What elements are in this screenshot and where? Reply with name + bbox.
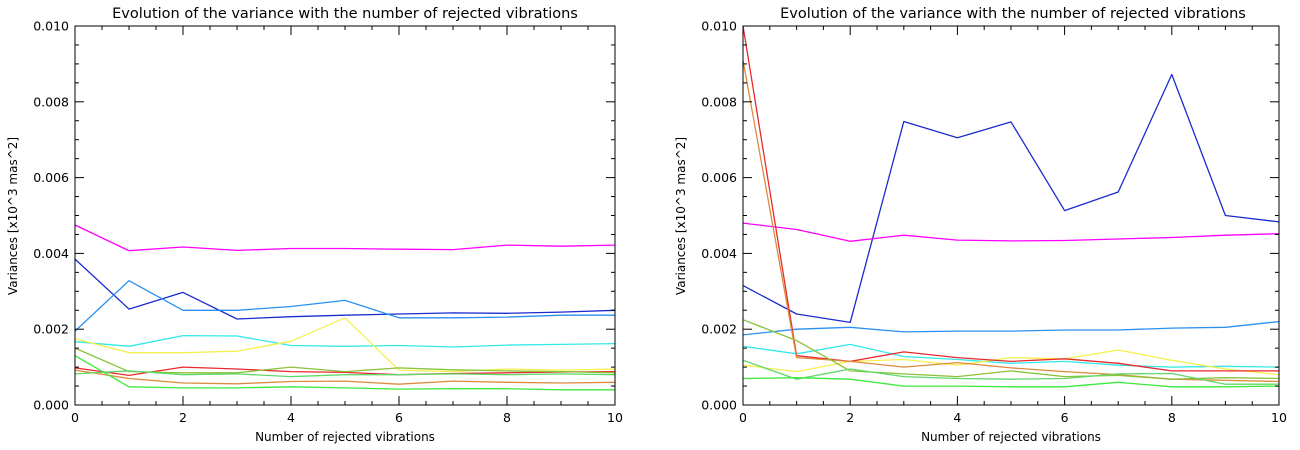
right-chart-series-line-5 [742, 349, 1280, 376]
right-chart-series-line-8 [742, 319, 1280, 380]
left-chart-y-axis: 0.000 0.002 0.004 0.006 0.008 0.010 [33, 19, 615, 413]
right-chart-x-axis-label: Number of rejected vibrations [921, 430, 1101, 444]
right-chart-series-line-2 [742, 222, 1280, 242]
left-chart-x-tick-label: 2 [179, 410, 187, 425]
left-chart-plot-frame [74, 25, 616, 406]
left-chart-series-line-5 [74, 317, 616, 373]
left-chart-y-tick-label: 0.010 [33, 19, 69, 34]
left-chart-y-tick-label: 0.000 [33, 398, 69, 413]
left-chart-y-tick-label: 0.004 [33, 246, 69, 261]
right-chart-y-tick-label: 0.008 [701, 94, 737, 109]
right-chart-x-tick-label: 2 [846, 410, 854, 425]
right-chart-x-tick-label: 0 [739, 410, 747, 425]
right-chart-series-line-1 [742, 73, 1280, 324]
right-chart-y-axis: 0.000 0.002 0.004 0.006 0.008 0.010 [701, 19, 1279, 413]
left-chart-series-line-9 [74, 370, 616, 378]
left-chart-y-tick-label: 0.006 [33, 170, 69, 185]
right-chart-y-tick-label: 0.004 [701, 246, 737, 261]
left-chart-y-tick-label: 0.002 [33, 322, 69, 337]
right-chart-y-tick-label: 0.002 [701, 322, 737, 337]
left-chart-series-line-1 [74, 224, 616, 252]
right-chart-title: Evolution of the variance with the numbe… [780, 6, 1246, 22]
left-chart-panel: Evolution of the variance with the numbe… [6, 6, 623, 444]
left-chart-series-line-4 [74, 334, 616, 348]
right-chart-y-tick-label: 0.010 [701, 19, 737, 34]
left-chart-x-tick-label: 0 [71, 410, 79, 425]
right-chart-series-line-4 [742, 343, 1280, 368]
left-chart-x-tick-label: 10 [607, 410, 623, 425]
right-chart-y-tick-label: 0.006 [701, 170, 737, 185]
left-chart-series-line-2 [74, 258, 616, 320]
left-chart-series-line-8 [74, 347, 616, 374]
left-chart-x-tick-label: 4 [287, 410, 295, 425]
right-chart-x-tick-label: 8 [1168, 410, 1176, 425]
right-chart-y-axis-label: Variances [x10^3 mas^2] [674, 137, 688, 295]
right-chart-series-line-7 [742, 59, 1280, 383]
right-chart-plot-frame [742, 25, 1280, 406]
right-chart-x-axis: 0 2 4 6 8 10 [739, 26, 1287, 425]
left-chart-x-axis: 0 2 4 6 8 10 [71, 26, 623, 425]
right-chart-series-line-10 [742, 377, 1280, 388]
left-chart-series-line-6 [74, 366, 616, 377]
right-chart-y-tick-label: 0.000 [701, 398, 737, 413]
left-chart-series-line-3 [74, 280, 615, 332]
right-chart-x-tick-label: 6 [1061, 410, 1069, 425]
left-chart-x-tick-label: 6 [395, 410, 403, 425]
left-chart-series-line-7 [74, 369, 616, 385]
right-chart-series [742, 25, 1280, 388]
left-chart-title: Evolution of the variance with the numbe… [112, 6, 578, 22]
right-chart-series-line-3 [742, 320, 1280, 336]
right-chart-x-tick-label: 4 [953, 410, 961, 425]
left-chart-x-axis-label: Number of rejected vibrations [255, 430, 435, 444]
left-chart-x-tick-label: 8 [503, 410, 511, 425]
right-chart-series-line-9 [742, 359, 1279, 385]
left-chart-y-axis-label: Variances [x10^3 mas^2] [6, 137, 20, 295]
right-chart-x-tick-label: 10 [1271, 410, 1287, 425]
left-chart-series-line-10 [74, 355, 615, 391]
right-chart-panel: Evolution of the variance with the numbe… [674, 6, 1287, 444]
left-chart-series [74, 224, 616, 391]
left-chart-y-tick-label: 0.008 [33, 94, 69, 109]
right-chart-series-line-6 [742, 25, 1279, 372]
